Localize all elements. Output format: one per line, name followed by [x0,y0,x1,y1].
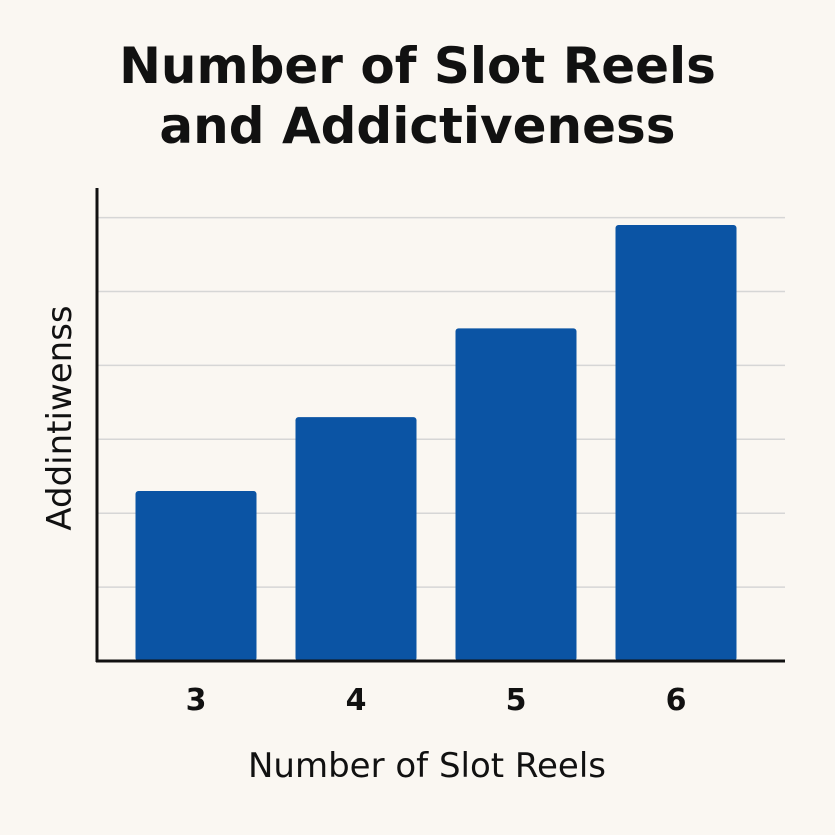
x-tick-label-3: 3 [186,683,207,718]
x-tick-label-5: 5 [506,683,527,718]
chart-title-line-2: and Addictiveness [159,97,676,155]
y-axis-label: Addintiwenss [40,305,80,530]
x-tick-label-4: 4 [346,683,367,718]
x-axis-label: Number of Slot Reels [248,746,606,786]
bar-4 [295,417,417,661]
bars [135,224,737,661]
chart-title-line-1: Number of Slot Reels [119,37,716,95]
bar-3 [135,491,257,661]
bar-5 [455,328,577,661]
bar-6 [615,224,737,661]
axes [95,188,785,663]
x-tick-label-6: 6 [666,683,687,718]
chart-title: Number of Slot Reels and Addictiveness [0,36,835,156]
x-tick-labels: 3 4 5 6 [186,683,687,718]
